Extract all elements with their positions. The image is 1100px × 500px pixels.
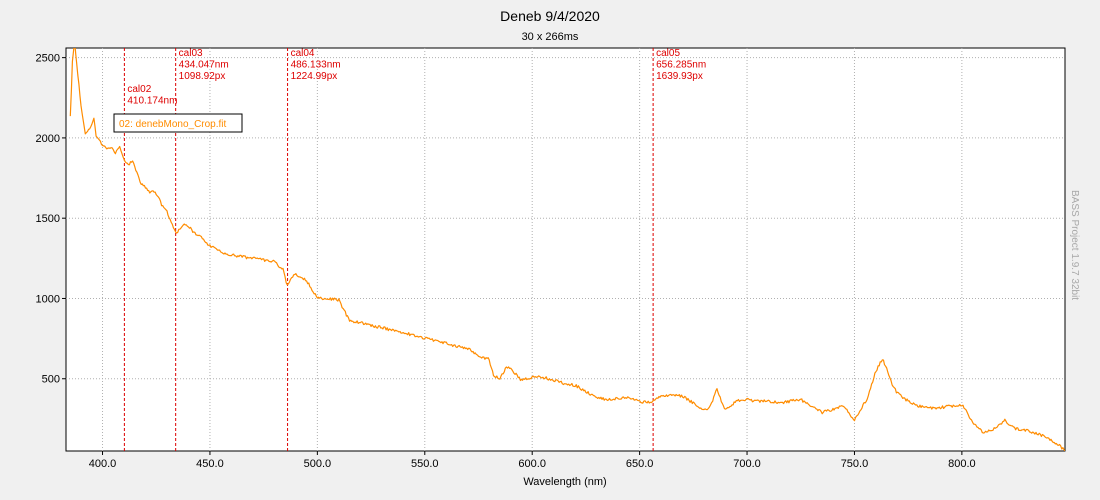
x-tick-label: 600.0 <box>518 458 546 470</box>
marker-label-cal03: cal03 <box>179 48 203 59</box>
x-tick-label: 450.0 <box>196 458 224 470</box>
grid-lines <box>66 48 1065 451</box>
y-tick-label: 1000 <box>36 293 60 305</box>
marker-label-cal02: 410.174nm <box>127 96 177 107</box>
x-tick-label: 800.0 <box>948 458 976 470</box>
marker-label-cal04: 486.133nm <box>291 60 341 71</box>
y-axis: 500 1000 1500 2000 2500 <box>36 53 66 386</box>
marker-label-cal05: cal05 <box>656 48 680 59</box>
legend: 02: denebMono_Crop.fit <box>113 113 243 133</box>
marker-label-cal03: 1098.92px <box>179 71 226 82</box>
marker-label-cal03: 434.047nm <box>179 60 229 71</box>
x-axis-label: Wavelength (nm) <box>523 476 606 488</box>
y-tick-label: 2500 <box>36 53 60 65</box>
y-tick-label: 1500 <box>36 213 60 225</box>
x-axis: 400.0 450.0 500.0 550.0 600.0 650.0 700.0 750.0… <box>89 451 976 470</box>
y-tick-label: 2000 <box>36 133 60 145</box>
x-tick-label: 500.0 <box>304 458 332 470</box>
marker-label-cal04: 1224.99px <box>291 71 338 82</box>
x-tick-label: 650.0 <box>626 458 654 470</box>
x-tick-label: 400.0 <box>89 458 117 470</box>
y-tick-label: 500 <box>42 374 60 386</box>
legend-box <box>113 113 243 133</box>
watermark-text: BASS Project 1.9.7 32bit <box>1069 190 1080 300</box>
marker-label-cal05: 1639.93px <box>656 71 703 82</box>
plot-area <box>65 47 1066 452</box>
x-tick-label: 550.0 <box>411 458 439 470</box>
x-tick-label: 750.0 <box>841 458 869 470</box>
marker-label-cal02: cal02 <box>127 84 151 95</box>
marker-label-cal04: cal04 <box>291 48 315 59</box>
x-tick-label: 700.0 <box>733 458 761 470</box>
legend-label: 02: denebMono_Crop.fit <box>119 119 227 130</box>
marker-label-cal05: 656.285nm <box>656 60 706 71</box>
chart-title: Deneb 9/4/2020 <box>500 8 600 24</box>
chart-subtitle: 30 x 266ms <box>522 31 579 43</box>
spectrum-series-line <box>69 48 1065 451</box>
